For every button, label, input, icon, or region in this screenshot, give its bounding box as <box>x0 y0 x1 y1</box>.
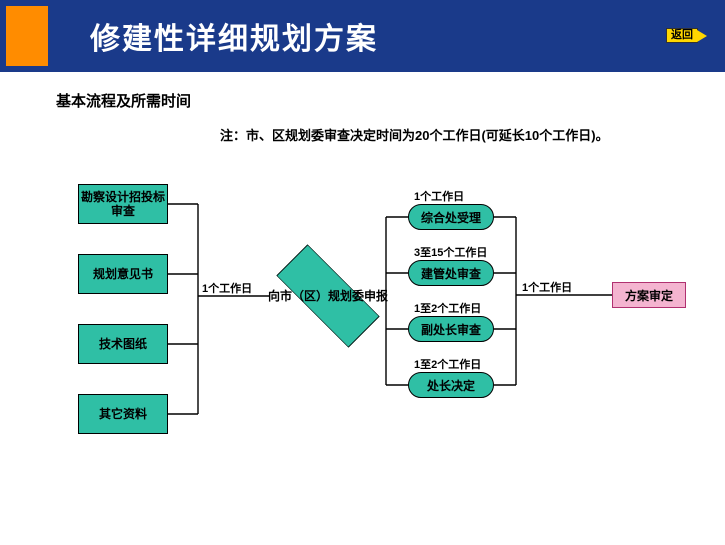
process-node: 综合处受理 <box>408 204 494 230</box>
slide-header: 修建性详细规划方案 返回 <box>0 0 725 72</box>
timing-label: 1个工作日 <box>522 279 572 295</box>
process-node: 建管处审查 <box>408 260 494 286</box>
timing-label: 3至15个工作日 <box>414 244 487 260</box>
timing-label: 1个工作日 <box>414 188 464 204</box>
input-box: 其它资料 <box>78 394 168 434</box>
input-box: 技术图纸 <box>78 324 168 364</box>
final-box: 方案审定 <box>612 282 686 308</box>
diamond-label: 向市（区）规划委申报 <box>268 256 388 336</box>
decision-diamond: 向市（区）规划委申报 <box>268 256 388 336</box>
timing-label: 1至2个工作日 <box>414 356 481 372</box>
timing-label: 1至2个工作日 <box>414 300 481 316</box>
slide-title: 修建性详细规划方案 <box>90 14 378 58</box>
note-text: 注：市、区规划委审查决定时间为20个工作日(可延长10个工作日)。 <box>220 125 725 144</box>
process-node: 副处长审查 <box>408 316 494 342</box>
input-box: 勘察设计招投标审查 <box>78 184 168 224</box>
return-button[interactable]: 返回 <box>666 28 707 43</box>
arrow-right-icon <box>697 30 707 42</box>
process-node: 处长决定 <box>408 372 494 398</box>
subtitle: 基本流程及所需时间 <box>56 90 725 111</box>
accent-block <box>6 6 48 66</box>
flowchart-canvas: 勘察设计招投标审查规划意见书技术图纸其它资料向市（区）规划委申报1个工作日综合处… <box>0 160 725 520</box>
return-label: 返回 <box>666 28 698 43</box>
input-box: 规划意见书 <box>78 254 168 294</box>
timing-label: 1个工作日 <box>202 280 252 296</box>
